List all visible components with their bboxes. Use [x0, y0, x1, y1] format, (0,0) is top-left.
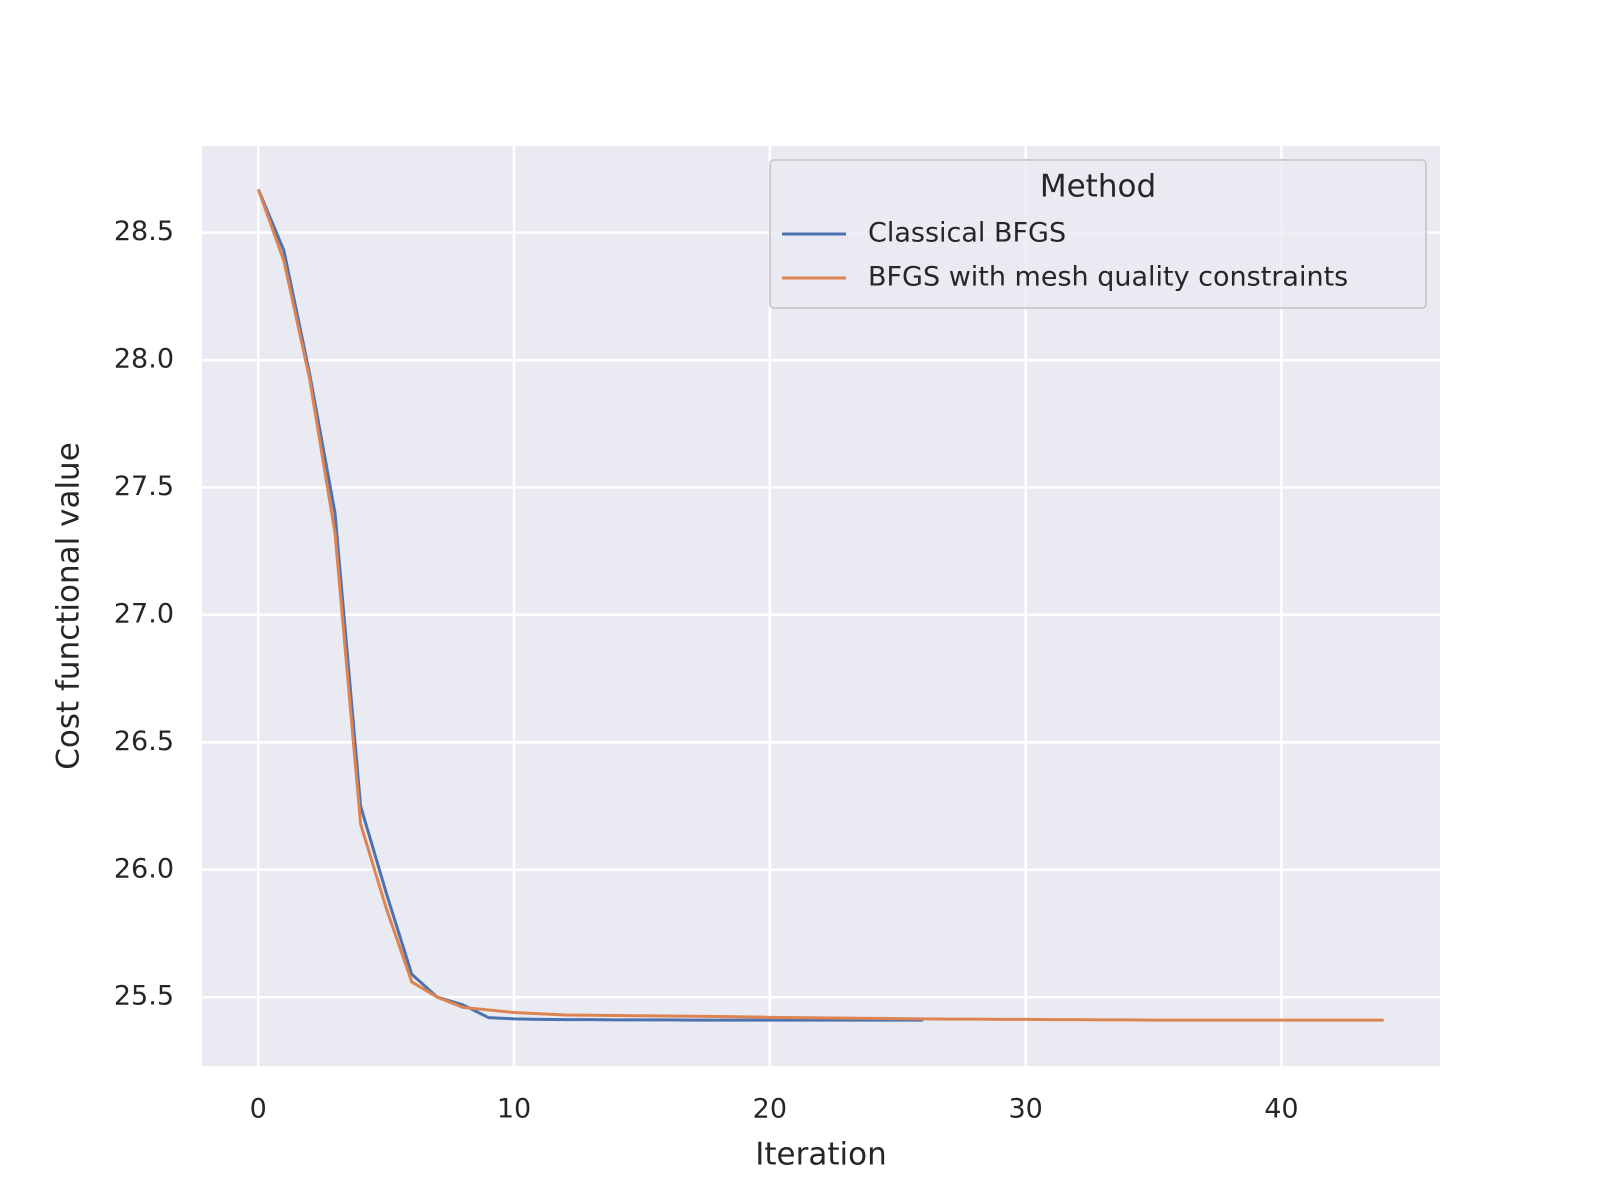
y-tick-label: 26.0 [114, 853, 174, 884]
y-tick-label: 27.5 [114, 471, 174, 502]
legend-label: BFGS with mesh quality constraints [868, 262, 1348, 293]
y-tick-label: 28.0 [114, 344, 174, 375]
x-axis-label: Iteration [755, 1137, 887, 1173]
legend-title: Method [1040, 169, 1156, 205]
y-axis-label: Cost functional value [51, 442, 87, 770]
y-tick-label: 28.5 [114, 216, 174, 247]
x-tick-label: 10 [497, 1094, 531, 1125]
legend-label: Classical BFGS [868, 218, 1066, 249]
series-line [256, 188, 924, 1022]
x-tick-label: 30 [1008, 1094, 1042, 1125]
y-tick-label: 26.5 [114, 726, 174, 757]
y-tick-label: 25.5 [114, 981, 174, 1012]
x-tick-label: 20 [753, 1094, 787, 1125]
legend-box [769, 159, 1427, 309]
y-tick-label: 27.0 [114, 598, 174, 629]
x-tick-label: 0 [250, 1094, 267, 1125]
x-tick-label: 40 [1264, 1094, 1298, 1125]
series-line [256, 188, 1384, 1022]
